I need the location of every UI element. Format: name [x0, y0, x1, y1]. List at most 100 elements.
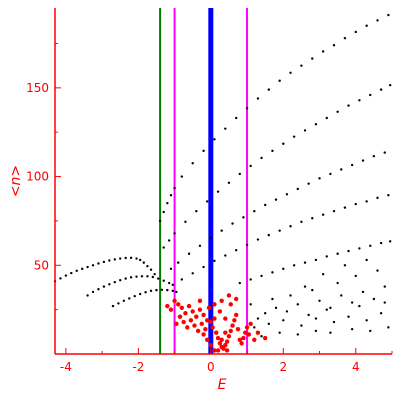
data-point [321, 50, 325, 53]
data-point [197, 307, 203, 312]
data-point [64, 274, 68, 277]
data-point [232, 318, 237, 323]
data-point [292, 135, 296, 138]
data-point [184, 220, 187, 224]
data-point [216, 190, 220, 193]
data-point [173, 232, 176, 235]
data-point [160, 288, 164, 291]
data-point [289, 294, 292, 297]
y-tick-label: 100 [26, 170, 49, 184]
data-point [271, 149, 274, 153]
data-point [314, 329, 318, 333]
data-point [233, 296, 239, 302]
data-point [340, 168, 343, 171]
data-point [365, 319, 368, 322]
data-point [343, 264, 347, 267]
data-point [242, 216, 245, 219]
data-point [124, 256, 127, 260]
data-point [311, 288, 314, 292]
data-point [274, 306, 278, 310]
data-point [197, 298, 203, 303]
data-point [314, 317, 318, 320]
data-point [243, 330, 248, 335]
data-point [165, 303, 170, 309]
x-tick-label: 2 [279, 360, 287, 374]
data-point [282, 142, 285, 145]
data-point [224, 254, 227, 257]
y-axis-label: <n> [8, 165, 24, 197]
data-point [133, 294, 136, 298]
data-point [314, 123, 318, 126]
data-point [292, 264, 296, 267]
data-point [321, 272, 325, 276]
data-point [300, 64, 303, 67]
data-point [167, 281, 171, 285]
data-point [289, 71, 292, 74]
data-point [166, 288, 169, 292]
data-point [122, 299, 126, 302]
data-point [252, 337, 257, 343]
data-point [174, 321, 179, 327]
data-point [188, 318, 194, 323]
data-point [343, 206, 347, 209]
data-point [383, 151, 386, 154]
data-point [332, 209, 336, 213]
data-point [208, 319, 214, 325]
data-point [245, 107, 249, 110]
data-point [285, 310, 289, 313]
data-point [180, 278, 184, 281]
data-point [376, 19, 379, 22]
data-point [300, 324, 303, 327]
data-point [162, 279, 165, 282]
data-point [256, 97, 260, 100]
data-point [158, 219, 162, 223]
data-point [204, 337, 210, 343]
data-point [162, 246, 165, 249]
data-point [379, 241, 383, 245]
data-point [191, 162, 194, 165]
data-point [278, 229, 281, 232]
data-point [369, 244, 372, 247]
data-point [173, 186, 176, 190]
data-point [233, 312, 239, 318]
data-point [311, 217, 314, 220]
data-point [358, 304, 361, 308]
data-point [245, 243, 249, 247]
data-point [119, 278, 122, 282]
data-point [212, 316, 217, 321]
data-point [318, 177, 321, 180]
x-tick-label: 4 [352, 360, 360, 374]
data-point [361, 290, 365, 294]
data-point [271, 297, 274, 301]
data-point [248, 321, 253, 327]
data-point [282, 267, 285, 271]
data-point [169, 267, 173, 271]
data-point [278, 79, 281, 82]
data-point [212, 302, 217, 307]
data-point [153, 272, 156, 276]
data-point [227, 181, 231, 184]
data-point [117, 302, 120, 305]
data-point [201, 312, 206, 318]
data-point [235, 326, 241, 332]
data-point [97, 288, 100, 291]
data-point [274, 198, 278, 201]
data-point [111, 304, 115, 308]
data-point [224, 127, 227, 130]
data-point [379, 311, 383, 315]
data-point [354, 202, 357, 206]
data-point [329, 306, 332, 310]
data-point [179, 305, 185, 311]
data-point [167, 239, 171, 242]
data-point [187, 252, 191, 255]
data-point [325, 255, 328, 258]
data-point [223, 316, 228, 321]
data-point [91, 290, 95, 294]
data-point [230, 323, 235, 328]
data-point [198, 244, 202, 247]
data-point [369, 329, 372, 333]
data-point [314, 258, 318, 262]
data-point [285, 193, 289, 196]
data-point [128, 297, 131, 300]
data-point [278, 331, 281, 334]
